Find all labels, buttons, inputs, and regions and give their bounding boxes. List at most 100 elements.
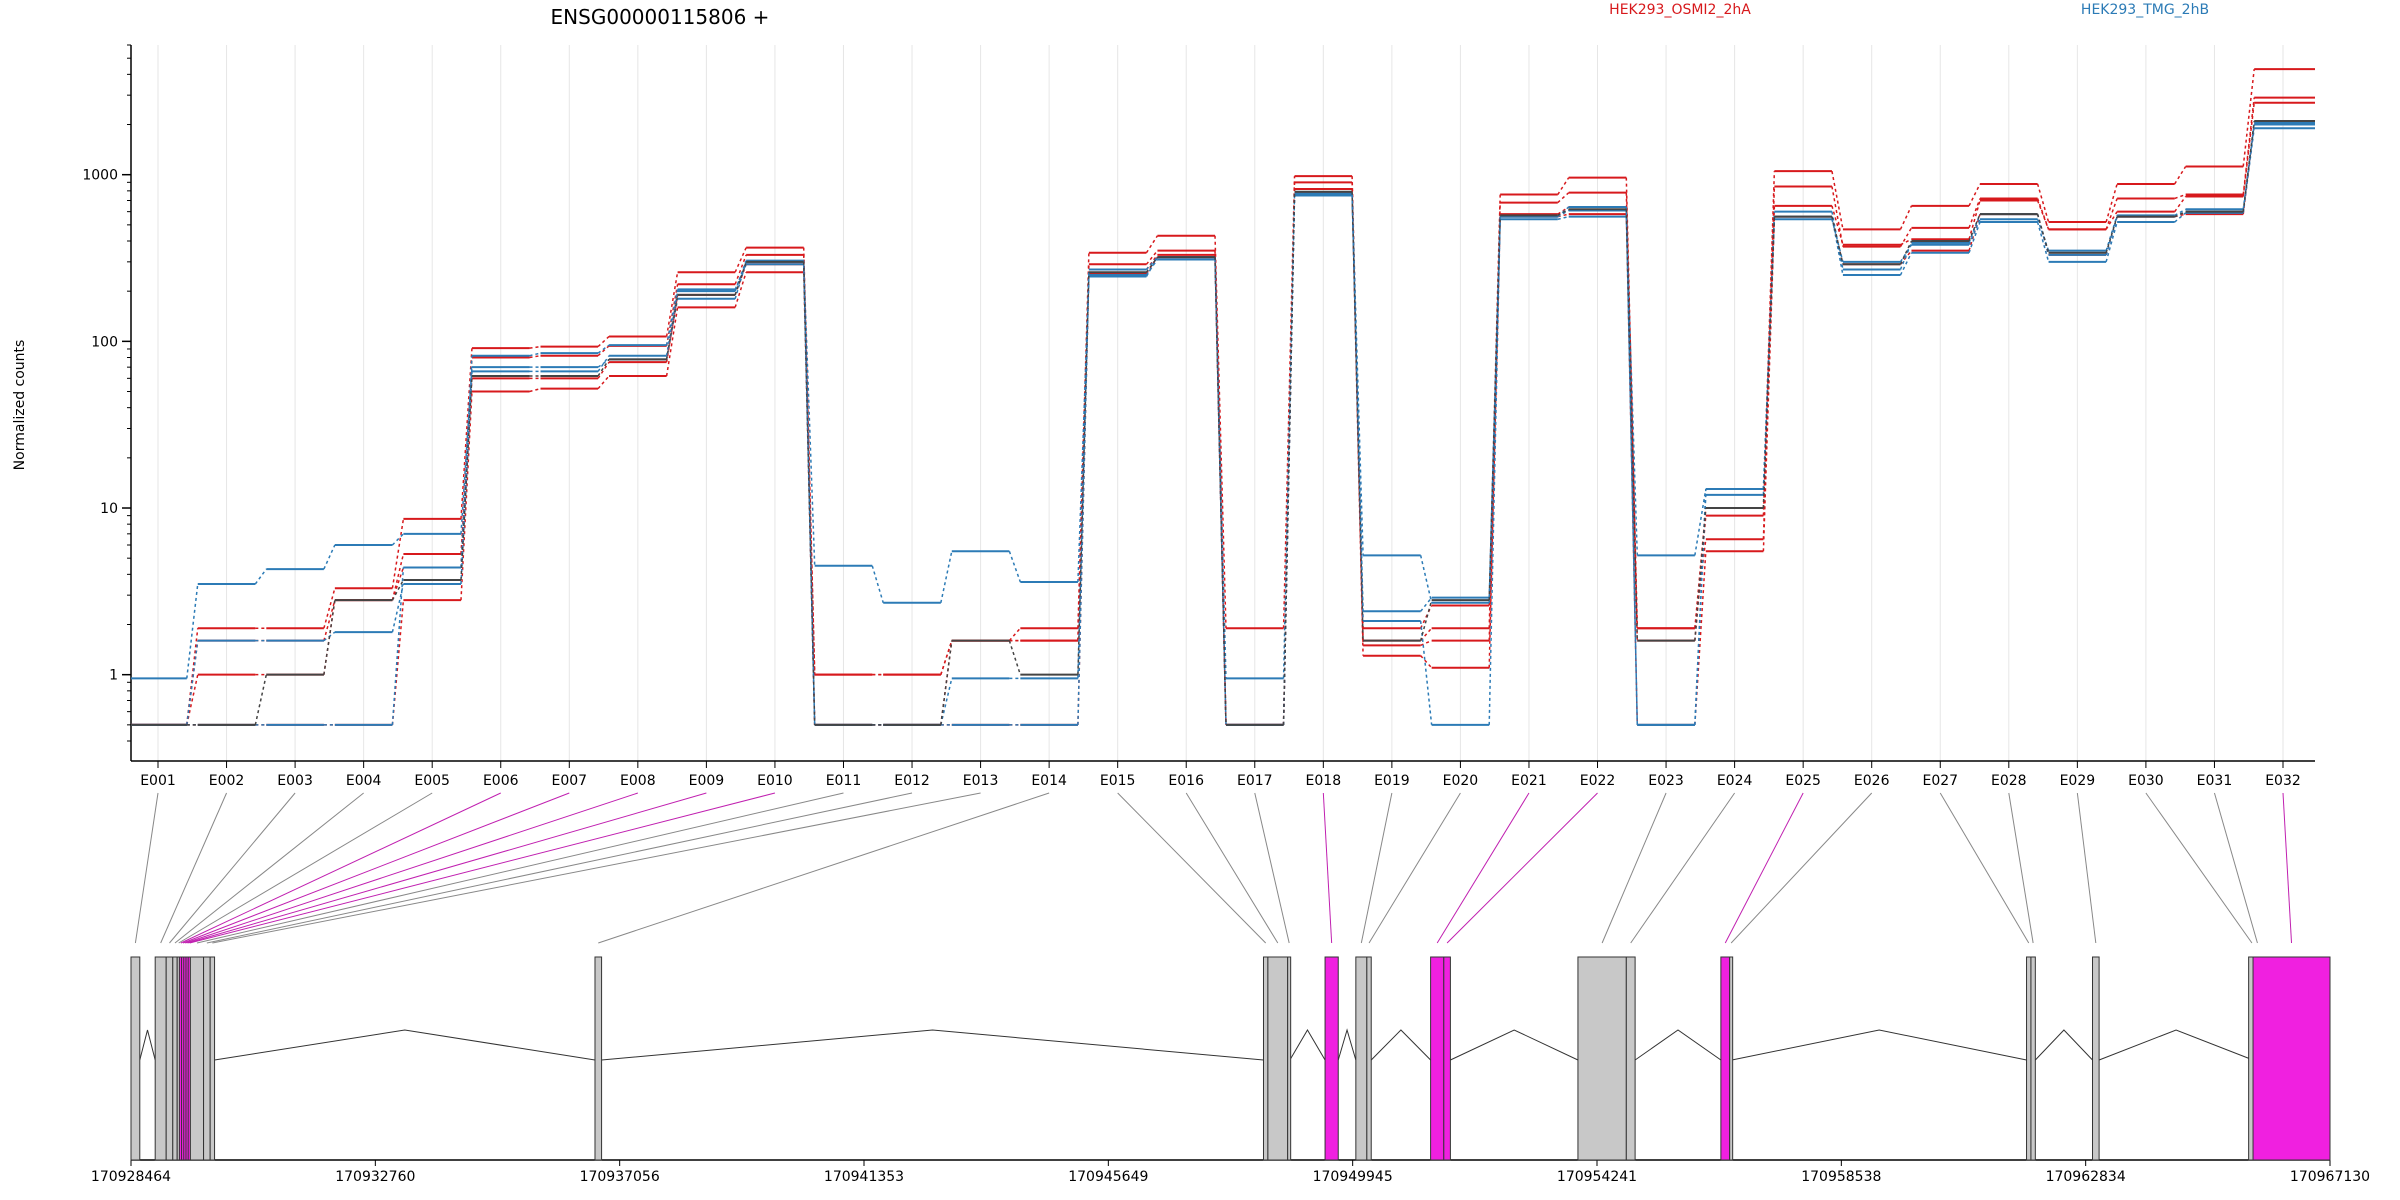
gene-model: 170928464 170932760 170937056 170941353 1709… xyxy=(91,792,2370,1185)
exon-box xyxy=(1262,956,1269,1161)
x-tick-label: E024 xyxy=(1717,773,1753,789)
x-tick-label: E019 xyxy=(1374,773,1410,789)
x-tick-label: E021 xyxy=(1511,773,1547,789)
series-connector xyxy=(460,348,473,519)
series-connector xyxy=(1831,219,1844,263)
exon-box xyxy=(2030,956,2036,1161)
x-tick-label: E029 xyxy=(2060,773,2096,789)
exon-box xyxy=(1324,956,1339,1161)
exon-connector xyxy=(187,792,707,944)
exon-box xyxy=(154,956,167,1161)
series-connector xyxy=(940,640,953,725)
exon-connector xyxy=(182,792,570,944)
exon-connector xyxy=(1117,792,1267,944)
genome-tick-label: 170941353 xyxy=(824,1169,904,1185)
x-tick-label: E001 xyxy=(140,773,176,789)
series-connector xyxy=(1488,216,1501,725)
x-tick-label: E020 xyxy=(1443,773,1479,789)
series-connector xyxy=(1694,488,1707,556)
x-tick-label: E026 xyxy=(1854,773,1890,789)
legend-entry-osmi2: HEK293_OSMI2_2hA xyxy=(1609,2,1751,18)
series-connector xyxy=(2242,102,2255,197)
series-connector xyxy=(460,367,473,534)
y-tick-label: 100 xyxy=(91,334,118,350)
genome-tick-label: 170958538 xyxy=(1801,1169,1881,1185)
series-connector xyxy=(391,567,405,725)
series-blue xyxy=(131,123,2315,726)
series-connector xyxy=(1557,208,1570,217)
series-connector xyxy=(460,391,473,601)
series-connector xyxy=(1077,272,1090,675)
x-tick-label: E025 xyxy=(1785,773,1821,789)
series-connector xyxy=(1420,639,1432,647)
genome-tick-label: 170949945 xyxy=(1313,1169,1393,1185)
series-connector xyxy=(1420,597,1433,612)
x-tick-label: E004 xyxy=(346,773,382,789)
exon-box xyxy=(203,956,211,1161)
series-connector xyxy=(1831,211,1844,270)
y-tick-label: 1 xyxy=(109,668,118,684)
x-tick-label: E018 xyxy=(1306,773,1342,789)
x-tick-label: E031 xyxy=(2197,773,2233,789)
series-connector xyxy=(871,565,884,603)
intron-line xyxy=(139,1029,156,1061)
exon-box xyxy=(1577,956,1627,1161)
series-connector xyxy=(323,544,336,570)
series-connector xyxy=(1420,627,1433,642)
exon-box xyxy=(209,956,216,1161)
series-connector xyxy=(1899,242,1913,270)
exon-box xyxy=(1729,956,1734,1161)
intron-line xyxy=(1634,1029,1722,1061)
series-connector xyxy=(2174,196,2187,213)
series-connector xyxy=(2036,200,2050,230)
series-connector xyxy=(1008,551,1022,583)
x-tick-label: E014 xyxy=(1031,773,1067,789)
series-connector xyxy=(2242,97,2255,195)
exon-connector xyxy=(1368,792,1461,944)
series-connector xyxy=(1557,206,1570,215)
series-connector xyxy=(2036,183,2050,223)
series-connector xyxy=(1899,240,1913,265)
genome-tick-label: 170937056 xyxy=(580,1169,660,1185)
intron-line xyxy=(2034,1029,2093,1061)
x-tick-label: E005 xyxy=(414,773,450,789)
series-connector xyxy=(1831,205,1844,245)
series-connector xyxy=(254,674,268,726)
series-connector xyxy=(2174,212,2187,223)
series-connector xyxy=(529,387,541,393)
series-connector xyxy=(1968,200,1981,240)
exon-connector xyxy=(1360,792,1393,944)
series-connector xyxy=(1282,191,1296,725)
series-connector xyxy=(186,640,199,725)
x-tick-label: E032 xyxy=(2265,773,2301,789)
x-tick-label: E011 xyxy=(826,773,862,789)
chart-title: ENSG00000115806 + xyxy=(551,5,770,29)
series-connector xyxy=(665,294,679,360)
series-connector xyxy=(1831,216,1844,265)
exon-box xyxy=(1287,956,1292,1161)
series-connector xyxy=(1968,213,1981,244)
exon-connector xyxy=(2076,792,2097,944)
series-connector xyxy=(1968,221,1981,254)
exon-connector xyxy=(2008,792,2034,944)
series-connector xyxy=(597,375,610,390)
exon-box xyxy=(130,956,141,1161)
series-connector xyxy=(665,289,679,346)
series-connector xyxy=(391,533,404,546)
exon-connector xyxy=(185,792,638,944)
series-connector xyxy=(2174,210,2186,218)
series-connector xyxy=(1419,599,1433,641)
series-connector xyxy=(391,518,405,589)
exon-connector xyxy=(2213,792,2258,944)
genome-tick-label: 170962834 xyxy=(2046,1169,2126,1185)
series-connector xyxy=(1145,235,1159,254)
exon-box xyxy=(1267,956,1289,1161)
exon-box xyxy=(594,956,603,1161)
intron-line xyxy=(2098,1029,2254,1061)
exon-connector xyxy=(1939,792,2030,944)
y-tick-label: 10 xyxy=(100,501,118,517)
series-connector xyxy=(1831,216,1844,276)
series-connector xyxy=(1145,256,1158,270)
exon-connector xyxy=(189,792,776,944)
series-connector xyxy=(1419,605,1433,629)
